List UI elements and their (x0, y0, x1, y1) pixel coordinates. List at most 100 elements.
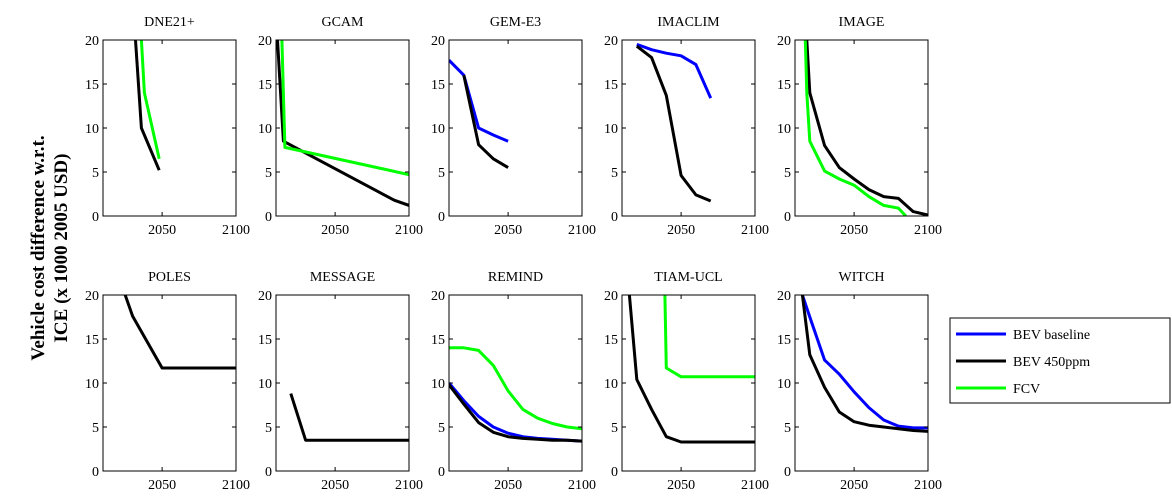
y-tick-label: 10 (258, 377, 272, 392)
x-tick-label: 2050 (840, 478, 868, 493)
plot-frame (275, 294, 410, 472)
y-tick-label: 15 (85, 333, 99, 348)
panel-image: IMAGE 0 5 10 15 20 2050 2100 (777, 15, 942, 238)
series-line-bev-450ppm (289, 393, 409, 442)
y-axis-label-line1: Vehicle cost difference w.r.t. (28, 135, 49, 360)
y-tick-label: 0 (611, 210, 618, 225)
panel-poles: POLES 0 5 10 15 20 2050 2100 (85, 270, 250, 493)
x-tick-label: 2050 (667, 223, 695, 238)
y-tick-label: 10 (431, 122, 445, 137)
plot-frame (621, 294, 756, 472)
x-tick-label: 2050 (667, 478, 695, 493)
y-tick-label: 15 (604, 78, 618, 93)
y-tick-label: 20 (777, 34, 791, 49)
y-tick-label: 10 (258, 122, 272, 137)
panel-witch: WITCH 0 5 10 15 20 2050 2100 (777, 270, 942, 493)
panel-gem-e3: GEM-E3 0 5 10 15 20 2050 2100 (431, 15, 596, 238)
legend-label-fcv: FCV (1013, 382, 1040, 397)
panel-title-imaclim: IMACLIM (657, 15, 720, 30)
x-tick-label: 2050 (494, 223, 522, 238)
y-tick-label: 10 (85, 377, 99, 392)
y-tick-label: 20 (85, 289, 99, 304)
y-tick-label: 10 (777, 377, 791, 392)
series-line-fcv (280, 40, 409, 177)
x-tick-label: 2050 (494, 478, 522, 493)
panel-title-tiam-ucl: TIAM-UCL (654, 270, 722, 285)
y-tick-label: 10 (604, 122, 618, 137)
y-tick-label: 5 (438, 421, 445, 436)
y-tick-label: 0 (265, 465, 272, 480)
y-tick-label: 0 (438, 210, 445, 225)
x-tick-label: 2100 (222, 223, 250, 238)
panel-gcam: GCAM 0 5 10 15 20 2050 2100 (258, 15, 423, 238)
y-tick-label: 20 (777, 289, 791, 304)
y-tick-label: 0 (611, 465, 618, 480)
y-tick-label: 15 (777, 333, 791, 348)
panel-title-witch: WITCH (839, 270, 885, 285)
x-tick-label: 2100 (914, 223, 942, 238)
plot-frame (102, 294, 237, 472)
y-tick-label: 15 (431, 333, 445, 348)
y-tick-label: 10 (85, 122, 99, 137)
y-tick-label: 0 (784, 465, 791, 480)
y-tick-label: 20 (85, 34, 99, 49)
y-tick-label: 10 (777, 122, 791, 137)
x-tick-label: 2100 (568, 223, 596, 238)
y-tick-label: 5 (265, 421, 272, 436)
series-line-bev-450ppm (635, 45, 712, 203)
legend-label-bev-baseline: BEV baseline (1013, 328, 1090, 343)
y-tick-label: 20 (604, 34, 618, 49)
panel-title-gem-e3: GEM-E3 (490, 15, 541, 30)
y-tick-label: 5 (611, 166, 618, 181)
y-tick-label: 5 (784, 166, 791, 181)
legend-label-bev-450ppm: BEV 450ppm (1013, 355, 1090, 370)
x-tick-label: 2100 (222, 478, 250, 493)
panel-title-gcam: GCAM (321, 15, 364, 30)
panel-remind: REMIND 0 5 10 15 20 2050 2100 (431, 270, 596, 493)
series-line-bev-450ppm (449, 383, 582, 443)
y-tick-label: 20 (258, 289, 272, 304)
x-tick-label: 2100 (568, 478, 596, 493)
panel-dne21: DNE21+ 0 5 10 15 20 2050 2100 (85, 15, 250, 238)
x-tick-label: 2050 (148, 478, 176, 493)
y-tick-label: 15 (604, 333, 618, 348)
y-tick-label: 0 (92, 210, 99, 225)
series-line-bev-450ppm (800, 295, 928, 433)
series-line-bev-baseline (449, 59, 509, 143)
y-tick-label: 20 (431, 34, 445, 49)
y-tick-label: 5 (92, 421, 99, 436)
plot-frame (448, 294, 583, 472)
series-line-bev-450ppm (123, 295, 236, 370)
x-tick-label: 2100 (741, 478, 769, 493)
y-tick-label: 15 (431, 78, 445, 93)
y-tick-label: 10 (431, 377, 445, 392)
plot-frame (448, 39, 583, 217)
panel-title-dne21: DNE21+ (144, 15, 195, 30)
y-tick-label: 15 (777, 78, 791, 93)
x-tick-label: 2050 (840, 223, 868, 238)
y-tick-label: 5 (611, 421, 618, 436)
y-tick-label: 0 (438, 465, 445, 480)
series-line-bev-450ppm (276, 40, 409, 207)
plot-frame (621, 39, 756, 217)
series-line-bev-450ppm (134, 40, 161, 171)
panel-title-poles: POLES (148, 270, 191, 285)
y-tick-label: 0 (784, 210, 791, 225)
plot-frame (794, 294, 929, 472)
y-tick-label: 10 (604, 377, 618, 392)
y-tick-label: 15 (85, 78, 99, 93)
y-tick-label: 5 (92, 166, 99, 181)
panel-title-remind: REMIND (488, 270, 543, 285)
plot-frame (102, 39, 237, 217)
y-tick-label: 5 (784, 421, 791, 436)
y-tick-label: 20 (258, 34, 272, 49)
x-tick-label: 2050 (321, 478, 349, 493)
plot-frame (275, 39, 410, 217)
series-line-fcv (803, 40, 907, 216)
y-tick-label: 5 (265, 166, 272, 181)
legend: BEV baseline BEV 450ppm FCV (949, 317, 1171, 404)
series-line-bev-baseline (636, 42, 713, 99)
y-tick-label: 20 (604, 289, 618, 304)
